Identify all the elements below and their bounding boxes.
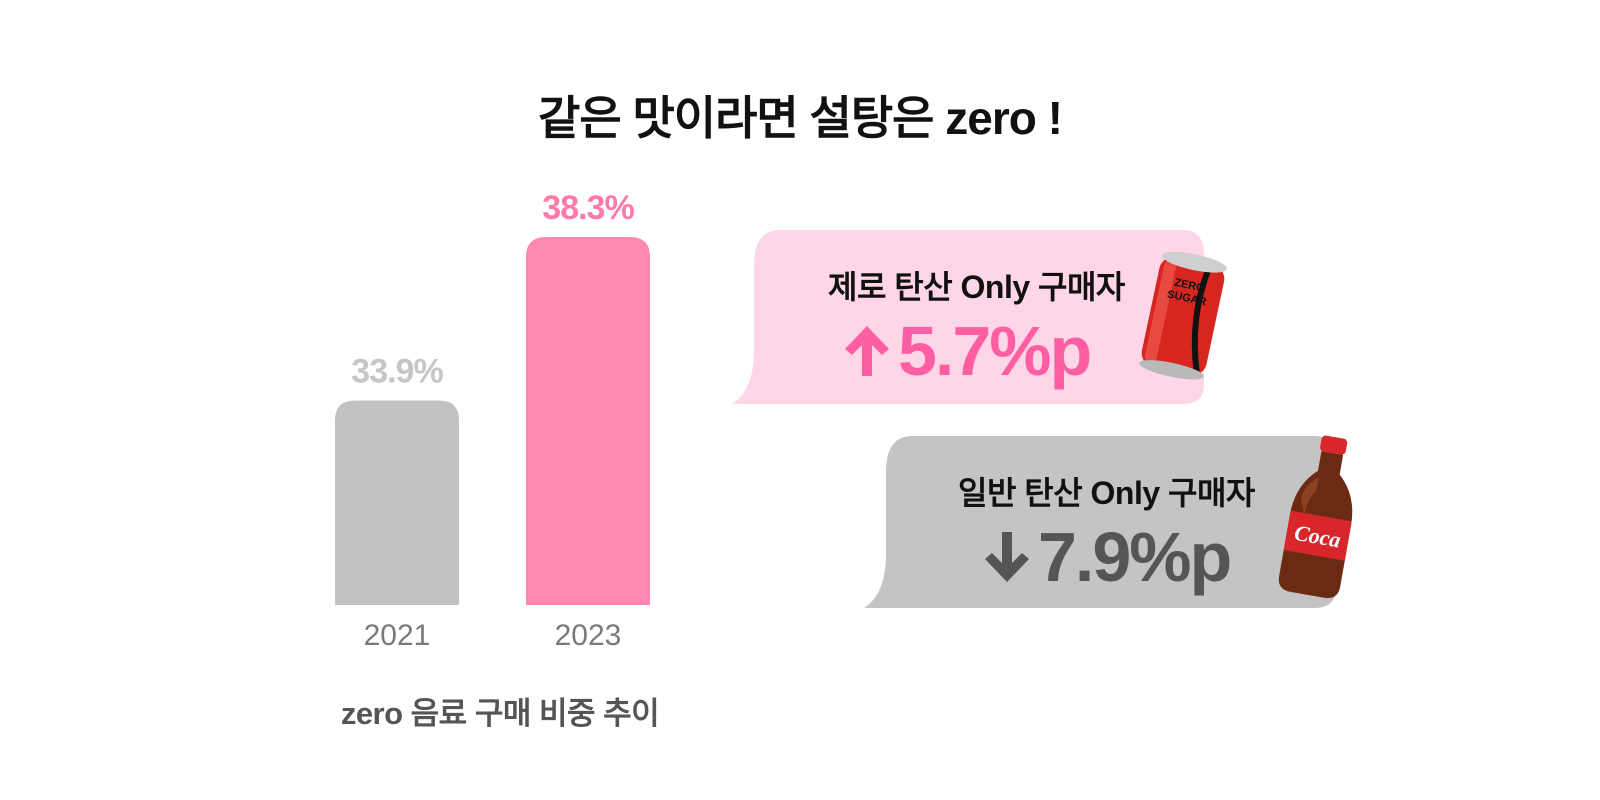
bar-2023 — [526, 237, 650, 605]
callout-label: 일반 탄산 Only 구매자 — [958, 475, 1255, 511]
callout-bubble-shape — [864, 436, 1336, 608]
callout-value-text: 5.7%p — [898, 312, 1092, 390]
x-tick-label-2023: 2023 — [555, 619, 622, 652]
data-label-2023: 38.3% — [542, 189, 634, 227]
callout-value: 7.9%p — [982, 518, 1232, 596]
callout-value: 5.7%p — [842, 312, 1092, 390]
bar-2021 — [335, 400, 459, 605]
arrow-up-icon — [842, 324, 892, 378]
zero-sugar-can-icon: ZEROSUGAR — [1139, 251, 1227, 380]
arrow-down-icon — [982, 530, 1032, 584]
data-label-2021: 33.9% — [351, 353, 443, 391]
bar-chart: 33.9% 2021 38.3% 2023 — [335, 189, 650, 652]
callout-regular-soda: 일반 탄산 Only 구매자 7.9%p — [864, 436, 1344, 614]
callout-label: 제로 탄산 Only 구매자 — [828, 269, 1125, 305]
x-tick-label-2021: 2021 — [364, 619, 431, 652]
cola-bottle-icon: Coca — [1278, 435, 1353, 599]
callout-value-text: 7.9%p — [1038, 518, 1232, 596]
page-title: 같은 맛이라면 설탕은 zero ! — [538, 92, 1063, 144]
callout-bubble-shape — [732, 230, 1204, 404]
callout-zero-soda: 제로 탄산 Only 구매자 5.7%p — [732, 230, 1212, 408]
chart-caption: zero 음료 구매 비중 추이 — [340, 696, 660, 731]
